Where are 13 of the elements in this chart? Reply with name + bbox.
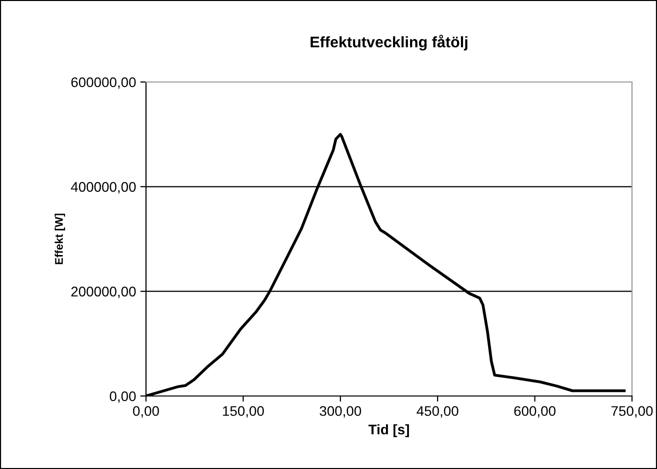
x-tick-label: 450,00 [416,406,458,418]
y-tick-label: 200000,00 [71,286,136,298]
y-tick-label: 0,00 [110,391,136,403]
chart-title: Effektutveckling fåtölj [310,34,468,51]
x-tick-label: 0,00 [133,406,159,418]
y-tick-label: 400000,00 [70,182,136,194]
x-tick-label: 600,00 [514,406,556,418]
x-tick-label: 750,00 [611,406,653,418]
y-tick-label: 600000,00 [71,77,136,89]
x-axis-title: Tid [s] [368,424,409,438]
x-tick-label: 150,00 [223,406,264,418]
y-axis-title: Effekt [W] [54,214,66,264]
x-tick-label: 300,00 [320,406,362,418]
